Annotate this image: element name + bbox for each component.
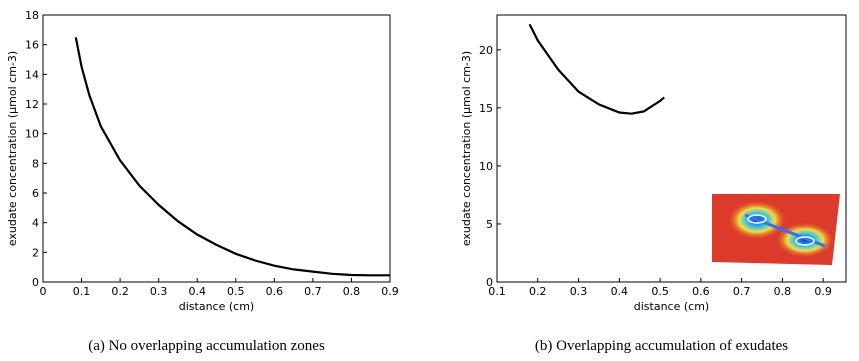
x-tick-label: 0.2 <box>111 285 129 298</box>
y-tick-label: 12 <box>25 98 39 111</box>
line <box>76 37 390 275</box>
y-tick-label: 10 <box>25 128 39 141</box>
x-tick-label: 0.8 <box>774 285 792 298</box>
plot-frame <box>43 15 390 282</box>
y-tick-label: 0 <box>486 276 493 289</box>
figure: 0 0.1 0.2 0.3 0.4 0.5 0.6 0.7 0.8 0.9 0 2 4 6 8 10 12 14 1… <box>0 0 859 361</box>
y-tick-label: 6 <box>32 187 39 200</box>
y-axis-label: exudate concentration (µmol cm-3) <box>460 51 473 246</box>
x-tick-label: 0.8 <box>343 285 361 298</box>
caption: (a) No overlapping accumulation zones <box>88 338 325 354</box>
x-tick-label: 0.3 <box>570 285 588 298</box>
plot: 0 0.1 0.2 0.3 0.4 0.5 0.6 0.7 0.8 0.9 0 2 4 6 8 10 12 14 1… <box>6 9 399 354</box>
y-tick-label: 10 <box>479 160 493 173</box>
y-tick-label: 5 <box>486 218 493 231</box>
y-tick-label: 8 <box>32 157 39 170</box>
y-tick-label: 14 <box>25 68 39 81</box>
x-tick-label: 0.6 <box>266 285 284 298</box>
x-axis-label: distance (cm) <box>179 300 254 313</box>
x-tick-label: 0.2 <box>529 285 547 298</box>
y-tick-label: 15 <box>479 102 493 115</box>
x-tick-label: 0.9 <box>381 285 399 298</box>
x-tick-label: 0.3 <box>150 285 168 298</box>
x-tick-label: 0.4 <box>611 285 629 298</box>
y-axis-label: exudate concentration (µmol cm-3) <box>6 51 19 246</box>
y-tick-label: 16 <box>25 39 39 52</box>
x-tick-label: 0.6 <box>692 285 710 298</box>
x-tick-label: 0.1 <box>73 285 91 298</box>
x-tick-label: 0.9 <box>814 285 832 298</box>
y-tick-label: 18 <box>25 9 39 22</box>
y-tick-label: 4 <box>32 217 39 230</box>
x-tick-label: 0 <box>40 285 47 298</box>
y-tick-label: 0 <box>32 276 39 289</box>
y-tick-label: 20 <box>479 44 493 57</box>
x-axis-label: distance (cm) <box>634 300 709 313</box>
caption: (b) Overlapping accumulation of exudates <box>535 338 788 354</box>
x-tick-label: 0.4 <box>188 285 206 298</box>
x-tick-label: 0.5 <box>227 285 245 298</box>
y-tick-label: 2 <box>32 246 39 259</box>
x-tick-label: 0.7 <box>733 285 751 298</box>
x-tick-label: 0.7 <box>304 285 322 298</box>
x-tick-label: 0.5 <box>651 285 669 298</box>
line <box>530 24 665 113</box>
inset-image <box>712 194 840 265</box>
